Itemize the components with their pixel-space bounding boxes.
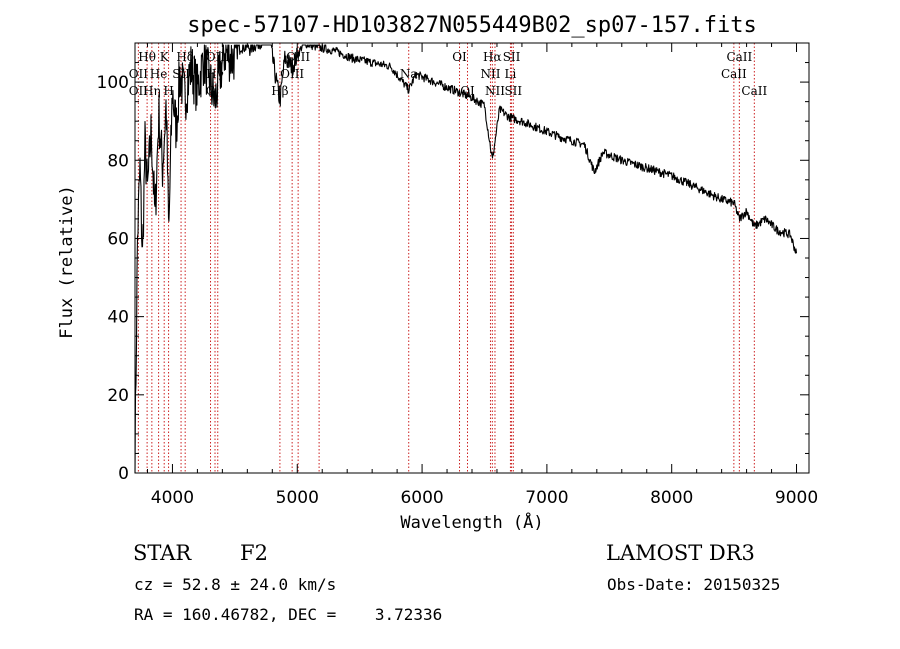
marker-label: NII	[485, 84, 505, 98]
class-label: STAR	[133, 541, 192, 565]
plot-frame	[134, 42, 810, 474]
y-tick-label: 40	[107, 308, 129, 328]
y-axis-label: Flux (relative)	[57, 185, 77, 339]
marker-label: OI	[460, 84, 475, 98]
obs-date-text: Obs-Date: 20150325	[607, 575, 780, 594]
y-tick-label: 0	[118, 464, 129, 484]
y-tick-label: 100	[97, 73, 129, 93]
marker-label: K	[160, 50, 170, 64]
marker-label: OIII	[206, 50, 230, 64]
marker-label: NII	[480, 67, 500, 81]
marker-label: OIII	[286, 50, 310, 64]
marker-label: Hγ	[206, 67, 224, 81]
marker-label: SII	[504, 84, 522, 98]
coords-text: RA = 160.46782, DEC = 3.72336	[134, 605, 442, 624]
marker-label: OI	[452, 50, 467, 64]
y-tick-label: 80	[107, 151, 129, 171]
marker-labels: Hθ OII OII K He Hη Hδ SII H OIII Hγ G OIII OIII Hβ Na OI…	[129, 50, 768, 98]
marker-label: CaII	[721, 67, 747, 81]
marker-lines	[137, 43, 755, 473]
x-tick-label: 7000	[525, 488, 568, 508]
x-tick-label: 4000	[151, 488, 194, 508]
marker-label: G	[206, 84, 216, 98]
x-tick-label: 9000	[775, 488, 818, 508]
marker-label: OIII	[280, 67, 304, 81]
marker-label: Hδ	[176, 50, 194, 64]
marker-label: OII	[129, 84, 149, 98]
marker-label: SII	[172, 67, 190, 81]
x-tick-label: 5000	[276, 488, 319, 508]
marker-label: Hα	[483, 50, 502, 64]
spectrum-line	[134, 44, 798, 474]
chart-title: spec-57107-HD103827N055449B02_sp07-157.f…	[187, 13, 757, 38]
x-axis: 4000 5000 6000 7000 8000 9000	[146, 43, 818, 508]
marker-label: He	[150, 67, 168, 81]
y-tick-label: 60	[107, 229, 129, 249]
marker-label: Li	[505, 67, 517, 81]
marker-label: Hθ	[138, 50, 156, 64]
subclass-label: F2	[240, 541, 268, 565]
x-axis-label: Wavelength (Å)	[400, 511, 543, 533]
survey-label: LAMOST DR3	[606, 541, 755, 565]
marker-label: Na	[400, 67, 418, 81]
y-tick-label: 20	[107, 386, 129, 406]
marker-label: Hη	[143, 84, 161, 98]
velocity-text: cz = 52.8 ± 24.0 km/s	[134, 575, 336, 594]
marker-label: OII	[129, 67, 149, 81]
marker-label: SII	[503, 50, 521, 64]
marker-label: CaII	[741, 84, 767, 98]
marker-label: Hβ	[271, 84, 288, 98]
x-tick-label: 6000	[400, 488, 443, 508]
x-tick-label: 8000	[650, 488, 693, 508]
marker-label: H	[163, 84, 173, 98]
y-axis: 0 20 40 60 80 100	[97, 62, 809, 484]
marker-label: CaII	[726, 50, 752, 64]
